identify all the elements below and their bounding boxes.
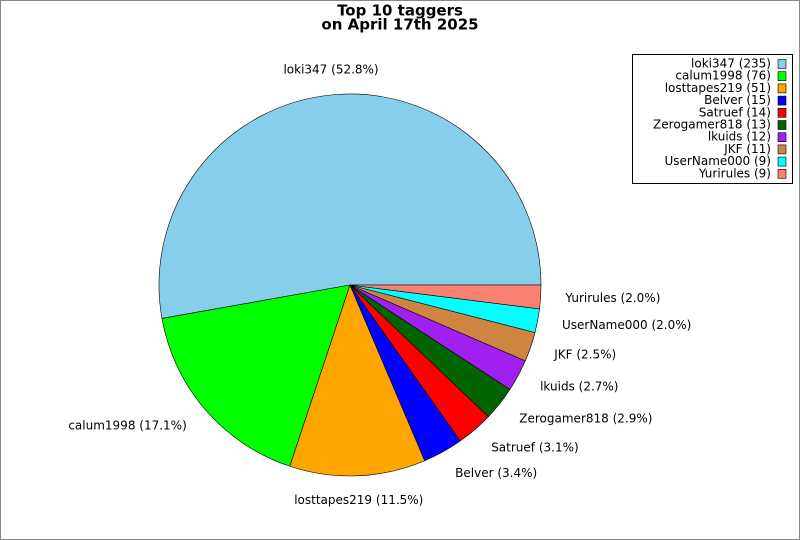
- legend-swatch: [777, 156, 787, 167]
- legend-box: [632, 54, 793, 184]
- slice-label: UserName000 (2.0%): [562, 318, 691, 332]
- pie-slice: [349, 284, 542, 310]
- legend-swatch: [777, 169, 787, 179]
- slice-label: loki347 (52.8%): [283, 63, 378, 77]
- pie-slice: [289, 284, 426, 477]
- legend-swatch: [777, 83, 787, 94]
- slice-label: Zerogamer818 (2.9%): [519, 411, 652, 425]
- legend-label: lkuids (12): [708, 130, 771, 144]
- legend-label: Yurirules (9): [698, 166, 771, 180]
- legend-label: losttapes219 (51): [665, 81, 771, 95]
- slice-label: JKF (2.5%): [553, 347, 616, 361]
- legend-swatch: [777, 59, 787, 69]
- legend-label: JKF (11): [723, 142, 771, 156]
- slice-label: Satruef (3.1%): [491, 441, 579, 455]
- chart-title: Top 10 taggers: [337, 2, 463, 20]
- slice-label: Belver (3.4%): [455, 466, 537, 480]
- slice-label: calum1998 (17.1%): [68, 419, 186, 433]
- legend-label: loki347 (235): [691, 57, 771, 71]
- pie-slice: [161, 284, 351, 467]
- legend-swatch: [777, 95, 787, 106]
- legend-swatch: [777, 71, 787, 81]
- legend-label: Satruef (14): [699, 105, 771, 119]
- legend-swatch: [777, 132, 787, 142]
- legend-swatch: [777, 120, 787, 130]
- slice-label: losttapes219 (11.5%): [294, 493, 423, 507]
- legend-swatch: [777, 108, 787, 118]
- legend-swatch: [777, 144, 787, 155]
- legend-label: calum1998 (76): [675, 69, 771, 83]
- legend-label: UserName000 (9): [665, 154, 771, 168]
- legend-label: Belver (15): [704, 93, 771, 107]
- slice-label: Yurirules (2.0%): [564, 291, 660, 305]
- chart-title: on April 17th 2025: [321, 16, 478, 34]
- legend-label: Zerogamer818 (13): [653, 118, 771, 132]
- slice-label: lkuids (2.7%): [540, 380, 618, 394]
- pie-slice: [158, 93, 542, 319]
